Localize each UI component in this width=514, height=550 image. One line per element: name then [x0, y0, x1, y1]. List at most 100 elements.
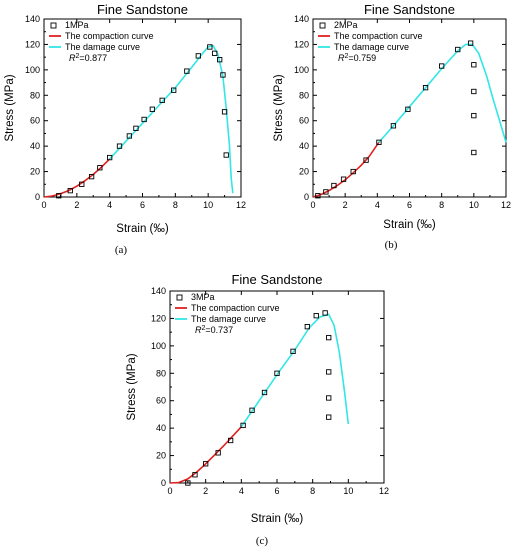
- y-tick-label: 80: [30, 90, 40, 100]
- data-point: [471, 88, 477, 95]
- x-tick-label: 6: [140, 200, 145, 210]
- damage-curve-line: [378, 43, 507, 143]
- data-point: [326, 414, 332, 420]
- data-point: [221, 109, 228, 115]
- data-point: [215, 450, 221, 456]
- legend-r2: R2=0.759: [338, 53, 376, 63]
- data-point: [363, 157, 369, 163]
- data-point: [192, 472, 198, 478]
- legend-marker-swatch: [50, 22, 57, 29]
- legend-r2: R2=0.737: [195, 325, 233, 335]
- y-tick-label: 40: [30, 141, 40, 151]
- x-tick-label: 2: [74, 200, 79, 210]
- legend-damage-label: The damage curve: [65, 42, 140, 52]
- x-tick-label: 6: [274, 486, 279, 496]
- r2-symbol: R: [69, 53, 76, 63]
- x-axis-label: Strain (‰): [251, 513, 304, 525]
- x-tick-label: 2: [343, 200, 348, 210]
- y-tick-label: 80: [156, 368, 166, 378]
- r2-superscript: 2: [202, 325, 206, 332]
- data-point: [185, 480, 191, 486]
- y-tick-label: 100: [25, 65, 40, 75]
- data-point: [171, 87, 177, 93]
- damage-curve-line: [109, 44, 234, 194]
- compaction-curve-line: [43, 158, 111, 198]
- x-tick-label: 0: [167, 486, 172, 496]
- data-point: [107, 154, 113, 161]
- r2-symbol: R: [195, 325, 202, 335]
- data-point: [467, 40, 474, 46]
- r2-superscript: 2: [345, 53, 349, 60]
- y-tick-label: 60: [299, 116, 309, 126]
- x-tick-label: 10: [343, 486, 353, 496]
- y-tick-label: 0: [161, 478, 166, 488]
- y-axis-label: Stress (MPa): [4, 74, 16, 141]
- x-tick-label: 4: [239, 486, 244, 496]
- data-point: [159, 97, 165, 104]
- legend-marker-swatch: [319, 22, 326, 29]
- data-point: [207, 44, 213, 50]
- data-point: [217, 57, 223, 63]
- x-tick-label: 0: [41, 200, 46, 210]
- data-point: [126, 133, 133, 139]
- data-point: [223, 152, 229, 158]
- x-tick-label: 12: [236, 200, 246, 210]
- x-tick-label: 12: [379, 486, 389, 496]
- data-point: [315, 193, 321, 199]
- y-tick-label: 40: [156, 423, 166, 433]
- legend-damage-label: The damage curve: [191, 314, 266, 324]
- x-tick-label: 2: [203, 486, 208, 496]
- data-point: [56, 193, 62, 199]
- x-tick-label: 8: [310, 486, 315, 496]
- data-point: [195, 53, 201, 59]
- data-point: [471, 62, 477, 68]
- y-tick-label: 20: [30, 167, 40, 177]
- data-point: [274, 370, 280, 376]
- data-point: [326, 369, 332, 375]
- data-point: [340, 176, 347, 182]
- x-tick-label: 4: [375, 200, 380, 210]
- legend-markers-label: 1MPa: [65, 20, 89, 30]
- data-point: [149, 106, 155, 112]
- data-point: [212, 50, 218, 56]
- y-tick-label: 100: [151, 341, 166, 351]
- x-tick-label: 8: [173, 200, 178, 210]
- y-tick-label: 60: [30, 116, 40, 126]
- data-point: [220, 72, 226, 78]
- y-tick-label: 120: [25, 39, 40, 49]
- figure-caption: (b): [385, 239, 398, 251]
- x-axis-label: Strain (‰): [383, 219, 436, 231]
- data-point: [390, 123, 397, 129]
- compaction-curve-line: [312, 141, 380, 198]
- y-tick-label: 60: [156, 396, 166, 406]
- data-point: [471, 112, 477, 119]
- data-point: [79, 181, 85, 187]
- legend-compaction-label: The compaction curve: [65, 31, 154, 41]
- data-point: [141, 116, 147, 123]
- data-point: [133, 125, 139, 131]
- data-point: [350, 168, 356, 175]
- data-point: [116, 143, 123, 149]
- data-point: [67, 187, 73, 194]
- legend-compaction-label: The compaction curve: [334, 31, 423, 41]
- y-tick-label: 20: [156, 451, 166, 461]
- x-tick-label: 10: [469, 200, 479, 210]
- chart-title: Fine Sandstone: [231, 272, 322, 287]
- figure-caption: (a): [115, 244, 128, 256]
- data-point: [455, 46, 461, 53]
- y-tick-label: 20: [299, 167, 309, 177]
- y-tick-label: 100: [294, 65, 309, 75]
- data-point: [376, 139, 382, 145]
- y-tick-label: 140: [294, 14, 309, 24]
- x-tick-label: 6: [407, 200, 412, 210]
- y-tick-label: 0: [35, 192, 40, 202]
- data-point: [322, 310, 328, 316]
- x-axis-label: Strain (‰): [116, 223, 169, 235]
- x-tick-label: 4: [107, 200, 112, 210]
- r2-superscript: 2: [76, 53, 80, 60]
- data-point: [203, 461, 209, 467]
- y-tick-label: 80: [299, 90, 309, 100]
- chart-title: Fine Sandstone: [364, 2, 455, 17]
- chart-title: Fine Sandstone: [97, 2, 188, 17]
